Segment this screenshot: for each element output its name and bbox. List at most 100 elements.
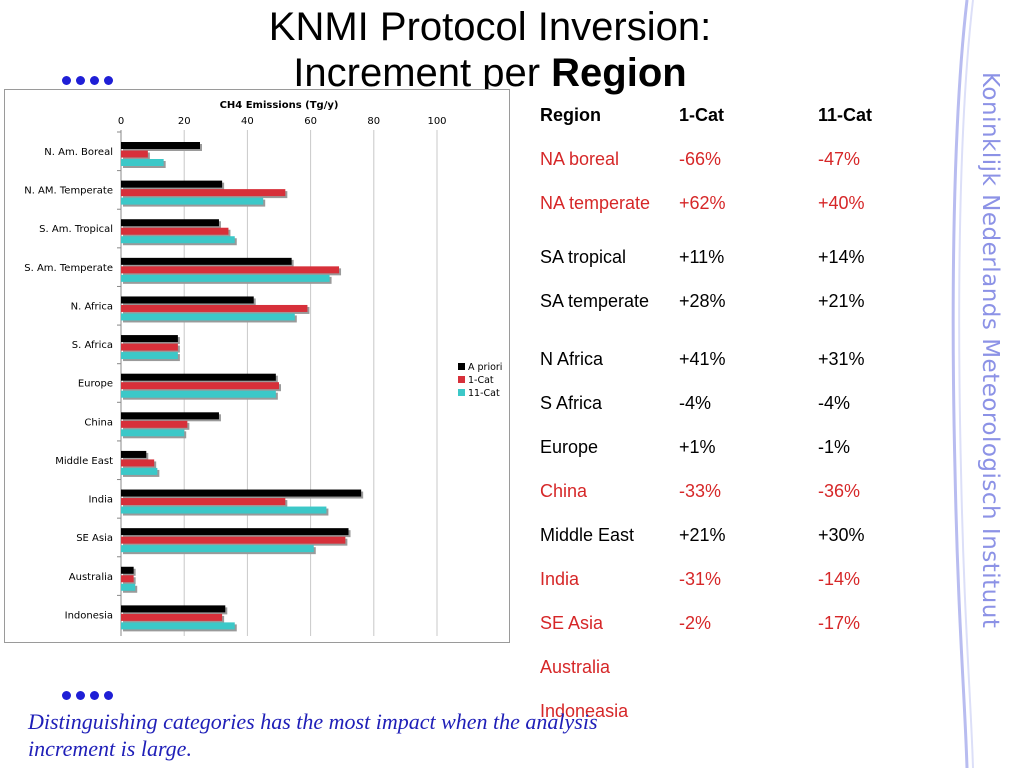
bar-11-cat: [121, 622, 235, 630]
y-category-label: S. Am. Tropical: [39, 224, 113, 235]
table-cell-region: India: [540, 569, 580, 589]
legend-label: 1-Cat: [468, 375, 494, 386]
bar-1-cat: [121, 189, 286, 197]
table-cell-region: Europe: [540, 437, 599, 457]
title-line-2: Increment per Region: [200, 50, 780, 96]
table-cell-11cat: -14%: [818, 569, 861, 589]
table-cell-1cat: -33%: [679, 481, 722, 501]
table-cell-region: Australia: [540, 657, 611, 677]
ch4-emissions-chart: CH4 Emissions (Tg/y) 0 20 40 60 80 100 N. Am. B…: [24, 100, 502, 636]
table-cell-11cat: +14%: [818, 247, 865, 267]
table-cell-11cat: -36%: [818, 481, 861, 501]
table-cell-1cat: +1%: [679, 437, 716, 457]
bar-a-priori: [121, 142, 200, 149]
bar-a-priori: [121, 566, 134, 574]
bar-11-cat: [121, 197, 264, 205]
table-cell-1cat: +62%: [679, 193, 726, 213]
knmi-sidebar: Koninklijk Nederlands Meteorologisch Ins…: [925, 0, 1024, 768]
bar-1-cat: [121, 266, 340, 274]
table-cell-region: N Africa: [540, 349, 604, 369]
bar-1-cat: [121, 150, 148, 158]
bar-11-cat: [121, 390, 276, 398]
y-category-label: S. Africa: [72, 340, 113, 351]
table-cell-11cat: +40%: [818, 193, 865, 213]
table-cell-1cat: -2%: [679, 613, 712, 633]
footer-line-1: Distinguishing categories has the most i…: [28, 709, 598, 734]
x-tick-label: 60: [304, 116, 317, 127]
footer-line-2: increment is large.: [28, 736, 192, 761]
footer-note: Distinguishing categories has the most i…: [28, 708, 828, 762]
bar-a-priori: [121, 605, 226, 613]
table-cell-region: SE Asia: [540, 613, 604, 633]
bar-a-priori: [121, 528, 349, 536]
y-category-label: S. Am. Temperate: [24, 263, 113, 274]
bar-11-cat: [121, 545, 314, 553]
chart-title: CH4 Emissions (Tg/y): [220, 100, 339, 111]
bar-11-cat: [121, 159, 164, 166]
bar-11-cat: [121, 236, 235, 244]
table-cell-11cat: +21%: [818, 291, 865, 311]
x-tick-label: 100: [427, 116, 446, 127]
table-header-cell: 1-Cat: [679, 105, 725, 125]
bar-a-priori: [121, 219, 219, 227]
table-cell-region: SA tropical: [540, 247, 627, 267]
table-cell-1cat: +41%: [679, 349, 726, 369]
table-cell-region: China: [540, 481, 588, 501]
table-cell-11cat: +30%: [818, 525, 865, 545]
table-cell-1cat: -4%: [679, 393, 712, 413]
y-category-label: China: [84, 417, 113, 428]
legend-label: A priori: [468, 362, 502, 373]
table-cell-region: Indoneasia: [540, 701, 629, 721]
bar-1-cat: [121, 459, 155, 467]
bar-a-priori: [121, 412, 219, 420]
bar-1-cat: [121, 343, 178, 351]
bar-1-cat: [121, 613, 223, 621]
legend-swatch: [458, 389, 465, 396]
sidebar-decoration: [951, 0, 974, 768]
legend-swatch: [458, 363, 465, 370]
bar-1-cat: [121, 498, 286, 506]
bar-11-cat: [121, 467, 158, 475]
y-category-label: N. AM. Temperate: [24, 186, 113, 197]
title-line-2-prefix: Increment per: [293, 51, 552, 95]
y-category-label: Middle East: [55, 456, 113, 467]
table-cell-11cat: +31%: [818, 349, 865, 369]
table-cell-11cat: -4%: [818, 393, 851, 413]
table-cell-region: S Africa: [540, 393, 603, 413]
table-cell-region: SA temperate: [540, 291, 650, 311]
y-category-label: Australia: [69, 572, 113, 583]
bar-a-priori: [121, 335, 178, 343]
bar-1-cat: [121, 420, 188, 428]
slide-title: KNMI Protocol Inversion: Increment per R…: [200, 4, 780, 96]
y-category-label: N. Am. Boreal: [44, 147, 113, 158]
chart-frame: CH4 Emissions (Tg/y) 0 20 40 60 80 100 N. Am. B…: [4, 89, 510, 643]
bar-1-cat: [121, 575, 134, 583]
bar-11-cat: [121, 352, 178, 360]
table-cell-1cat: +28%: [679, 291, 726, 311]
table-cell-1cat: -66%: [679, 149, 722, 169]
bar-a-priori: [121, 180, 223, 188]
table-cell-11cat: -47%: [818, 149, 861, 169]
y-category-label: Europe: [78, 379, 113, 390]
table-cell-region: NA boreal: [540, 149, 620, 169]
bullet-dots-top: [62, 74, 122, 86]
bar-11-cat: [121, 313, 295, 321]
table-cell-region: NA temperate: [540, 193, 651, 213]
table-header-cell: Region: [540, 105, 601, 125]
table-header-cell: 11-Cat: [818, 105, 873, 125]
bar-11-cat: [121, 429, 185, 437]
bar-1-cat: [121, 382, 279, 390]
y-category-label: SE Asia: [76, 533, 113, 544]
sidebar-institute-name: Koninklijk Nederlands Meteorologisch Ins…: [977, 72, 1003, 629]
bar-11-cat: [121, 506, 327, 514]
bar-a-priori: [121, 373, 276, 381]
y-category-label: India: [88, 495, 113, 506]
legend-swatch: [458, 376, 465, 383]
x-tick-label: 40: [241, 116, 254, 127]
bar-a-priori: [121, 489, 362, 497]
y-category-label: Indonesia: [65, 610, 113, 621]
bar-11-cat: [121, 583, 136, 591]
x-tick-label: 80: [367, 116, 380, 127]
bar-a-priori: [121, 450, 147, 458]
bar-1-cat: [121, 304, 308, 312]
